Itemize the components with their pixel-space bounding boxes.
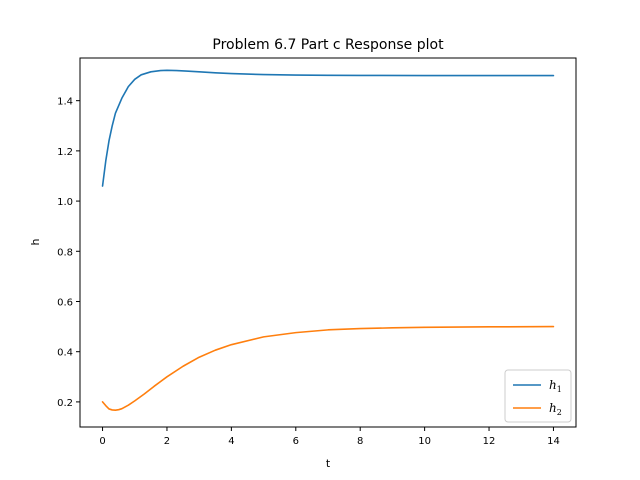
- y-tick-label: 0.8: [57, 247, 73, 258]
- legend-box: [504, 369, 572, 423]
- plot-area: [101, 69, 555, 411]
- x-tick-label: 4: [228, 436, 234, 447]
- y-tick-label: 1.0: [57, 197, 73, 208]
- y-tick-label: 1.2: [57, 147, 73, 158]
- x-tick-label: 8: [357, 436, 363, 447]
- x-axis-ticks: 0 2 4 6 8 10 12 14: [99, 427, 560, 447]
- series-line-h2: [101, 325, 555, 411]
- series-line-h1: [101, 69, 555, 187]
- x-tick-label: 2: [164, 436, 170, 447]
- x-tick-label: 14: [547, 436, 560, 447]
- y-axis-label: h: [29, 238, 42, 245]
- y-tick-label: 0.2: [57, 398, 73, 409]
- y-tick-label: 0.6: [57, 297, 73, 308]
- y-tick-label: 0.4: [57, 348, 73, 359]
- chart-title: Problem 6.7 Part c Response plot: [212, 37, 444, 53]
- y-tick-label: 1.4: [57, 97, 73, 108]
- x-tick-label: 12: [483, 436, 496, 447]
- y-axis-ticks: 0.2 0.4 0.6 0.8 1.0 1.2 1.4: [57, 97, 80, 409]
- x-tick-label: 0: [99, 436, 105, 447]
- x-tick-label: 6: [293, 436, 299, 447]
- x-tick-label: 10: [418, 436, 431, 447]
- x-axis-label: t: [326, 457, 331, 470]
- axes-frame: [79, 57, 577, 428]
